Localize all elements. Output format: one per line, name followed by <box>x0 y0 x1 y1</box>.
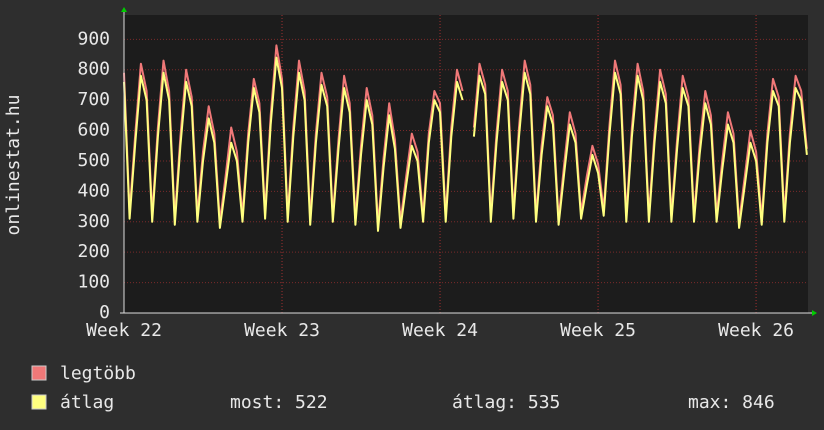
x-tick-label: Week 22 <box>86 320 162 341</box>
x-tick-label: Week 24 <box>402 320 478 341</box>
labels: 0 100 200 300 400 500 600 700 800 900 Week 22 Week … <box>77 28 794 341</box>
x-tick-label: Week 23 <box>244 320 320 341</box>
y-tick-label: 900 <box>77 28 110 49</box>
series-line <box>123 56 464 232</box>
axis-arrow <box>121 7 127 12</box>
y-tick-label: 400 <box>77 180 110 201</box>
y-tick-label: 500 <box>77 150 110 171</box>
x-tick-label: Week 25 <box>560 320 636 341</box>
y-tick-label: 800 <box>77 59 110 80</box>
stat: most: 522 <box>230 392 328 413</box>
y-axis-label: onlinestat.hu <box>3 95 24 236</box>
x-tick-label: Week 26 <box>718 320 794 341</box>
axis-arrow <box>812 310 817 316</box>
series-line <box>472 59 808 223</box>
y-tick-label: 700 <box>77 89 110 110</box>
legend-swatch <box>31 365 47 381</box>
y-tick-label: 600 <box>77 120 110 141</box>
legend-label: átlag <box>60 392 114 413</box>
y-tick-label: 0 <box>99 302 110 323</box>
legend-swatch <box>31 394 47 410</box>
stat: max: 846 <box>688 392 775 413</box>
lines <box>123 44 808 232</box>
legend-label: legtöbb <box>60 363 136 384</box>
y-tick-label: 300 <box>77 211 110 232</box>
stat: átlag: 535 <box>452 392 560 413</box>
y-tick-label: 100 <box>77 272 110 293</box>
y-tick-label: 200 <box>77 241 110 262</box>
series-line <box>472 71 808 229</box>
